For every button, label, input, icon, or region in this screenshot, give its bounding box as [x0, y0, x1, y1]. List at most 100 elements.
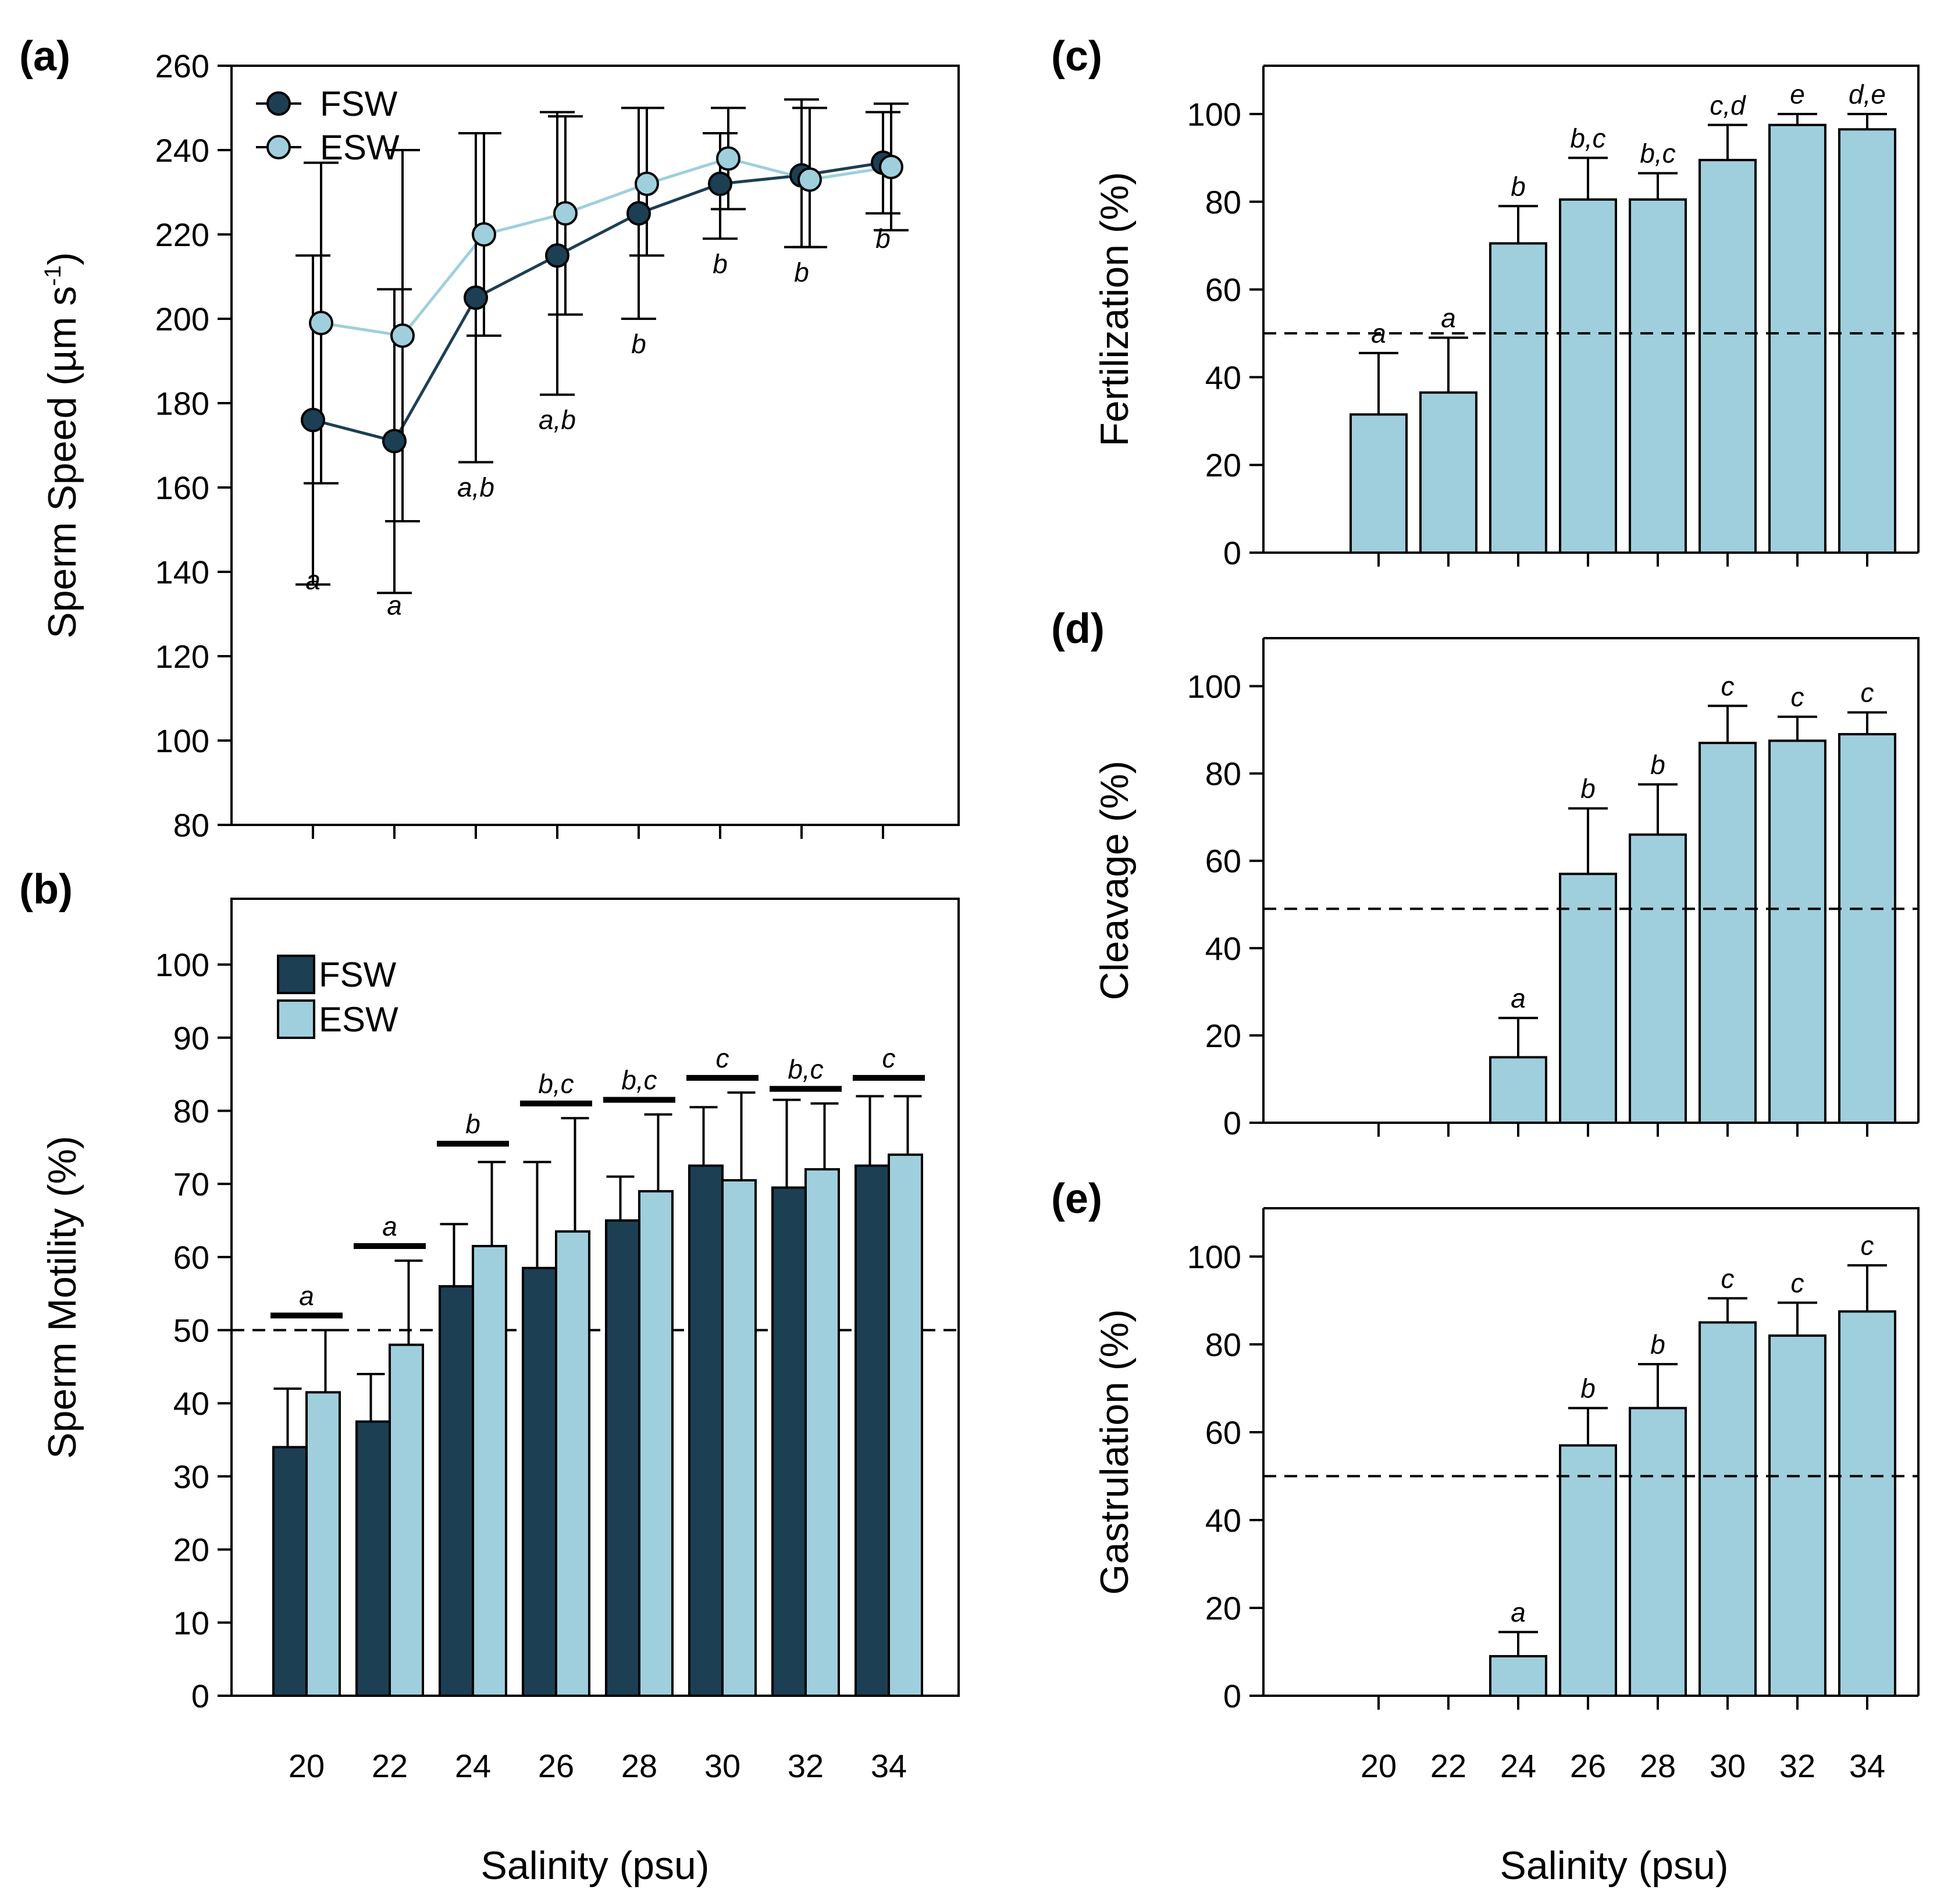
legend-marker [266, 91, 291, 116]
y-tick-label: 90 [173, 1020, 209, 1056]
x-tick-label: 20 [289, 1748, 325, 1784]
bar-esw [389, 1343, 424, 1697]
x-tick-label: 26 [538, 1748, 574, 1784]
bar-e [1559, 1444, 1617, 1697]
y-tick-label: 40 [1205, 1502, 1241, 1539]
y-axis-label: Gastrulation (%) [1092, 1309, 1137, 1595]
x-axis-label: Salinity (psu) [1500, 1844, 1728, 1888]
data-point-esw [635, 172, 659, 196]
significance-label: a [299, 1280, 314, 1311]
significance-label: c,d [1710, 90, 1746, 120]
significance-label: a,b [457, 472, 494, 503]
y-axis-label: Cleavage (%) [1092, 761, 1137, 1001]
significance-label: a [305, 565, 321, 595]
y-tick-label: 100 [155, 946, 209, 983]
significance-label: c [716, 1043, 729, 1073]
bar-c [1629, 198, 1687, 554]
bar-c [1838, 128, 1896, 554]
data-point-fsw [382, 429, 407, 454]
significance-label: c [1861, 1230, 1874, 1261]
y-axis-label-text: Cleavage (%) [1092, 761, 1137, 1001]
legend-label: FSW [319, 955, 397, 994]
y-tick-label: 240 [155, 132, 209, 169]
x-tick-label: 32 [1779, 1748, 1815, 1784]
significance-label: b [1511, 171, 1526, 201]
significance-label: b,c [788, 1054, 823, 1084]
data-point-fsw [464, 285, 488, 310]
y-tick-label: 50 [173, 1312, 209, 1349]
bar-esw [804, 1168, 840, 1697]
bar-fsw [522, 1266, 557, 1697]
x-tick-label: 24 [455, 1748, 491, 1784]
y-tick-label: 200 [155, 301, 209, 337]
bar-e [1629, 1407, 1687, 1697]
y-tick-label: 160 [155, 469, 209, 506]
y-axis-label-text: Gastrulation (%) [1092, 1309, 1137, 1595]
y-tick-label: 70 [173, 1166, 209, 1202]
y-tick-label: 20 [1205, 1590, 1241, 1627]
x-tick-label: 20 [1361, 1748, 1397, 1784]
data-point-esw [797, 167, 822, 192]
y-tick-label: 60 [173, 1239, 209, 1276]
bar-d [1699, 742, 1757, 1124]
significance-label: b [713, 248, 728, 279]
x-tick-label: 32 [788, 1748, 824, 1784]
y-axis-label-text: Sperm Motility (%) [40, 1136, 84, 1458]
bar-esw [305, 1391, 341, 1697]
y-tick-label: 0 [1223, 1105, 1241, 1141]
panel-label: (a) [19, 33, 70, 80]
data-point-fsw [708, 172, 732, 196]
significance-label: b,c [538, 1069, 574, 1099]
y-tick-label: 40 [173, 1385, 209, 1422]
bar-fsw [854, 1164, 890, 1697]
y-tick-label: 0 [1223, 535, 1241, 571]
y-tick-label: 20 [173, 1532, 209, 1568]
legend-label: FSW [320, 84, 398, 123]
bar-esw [888, 1153, 923, 1697]
panel-label: (b) [19, 866, 73, 913]
y-tick-label: 220 [155, 216, 209, 253]
y-tick-label: 0 [1223, 1678, 1241, 1714]
y-tick-label: 100 [1187, 1239, 1241, 1275]
significance-label: c [1791, 1268, 1804, 1298]
significance-label: c [1861, 678, 1874, 708]
bar-d [1838, 733, 1896, 1124]
x-tick-label: 22 [1430, 1748, 1466, 1784]
significance-label: b,c [1570, 123, 1605, 153]
y-axis-label-text: Fertilization (%) [1092, 172, 1137, 446]
x-tick-label: 28 [1640, 1748, 1676, 1784]
significance-label: a,b [539, 405, 576, 435]
significance-label: b [794, 257, 809, 287]
bar-esw [638, 1190, 674, 1697]
y-tick-label: 100 [1187, 96, 1241, 133]
panel-label: (d) [1051, 606, 1105, 652]
bar-fsw [771, 1186, 807, 1697]
panel-d-cleavage: 0 20 40 60 80 100 Cleavage (%) (d) a b b c c c [1051, 606, 1920, 1141]
y-tick-label: 60 [1205, 1414, 1241, 1451]
panel-a-sperm-speed: 80 100 120 140 160 180 200 220 240 260 Sperm Speed… [19, 33, 960, 844]
significance-label: b [631, 329, 646, 359]
bar-fsw [272, 1446, 308, 1697]
legend-label: ESW [319, 1000, 398, 1039]
y-axis-label-text: Sperm Speed (µm s [40, 286, 84, 639]
bar-c [1768, 123, 1826, 554]
x-tick-label: 22 [372, 1748, 408, 1784]
significance-label: a [1511, 1597, 1526, 1628]
panel-e-gastrulation: 0 20 40 60 80 100 Gastrulation (%) (e) a b b c c c 20 2… [1051, 1176, 1920, 1888]
x-tick-label: 30 [1710, 1748, 1746, 1784]
panel-b-sperm-motility: 0 10 20 30 40 50 60 70 80 90 100 Sperm Motility (%)… [19, 866, 960, 1888]
data-point-esw [716, 146, 740, 171]
significance-label: b [1650, 749, 1665, 780]
bar-d [1768, 739, 1826, 1124]
y-tick-label: 30 [173, 1458, 209, 1495]
significance-label: b,c [621, 1065, 657, 1095]
bar-c [1350, 413, 1408, 554]
y-tick-label: 20 [1205, 447, 1241, 483]
series-line-fsw [312, 161, 884, 443]
x-tick-label: 24 [1500, 1748, 1536, 1784]
data-point-fsw [301, 408, 325, 432]
y-tick-label: 80 [173, 1092, 209, 1129]
bar-esw [472, 1245, 507, 1697]
